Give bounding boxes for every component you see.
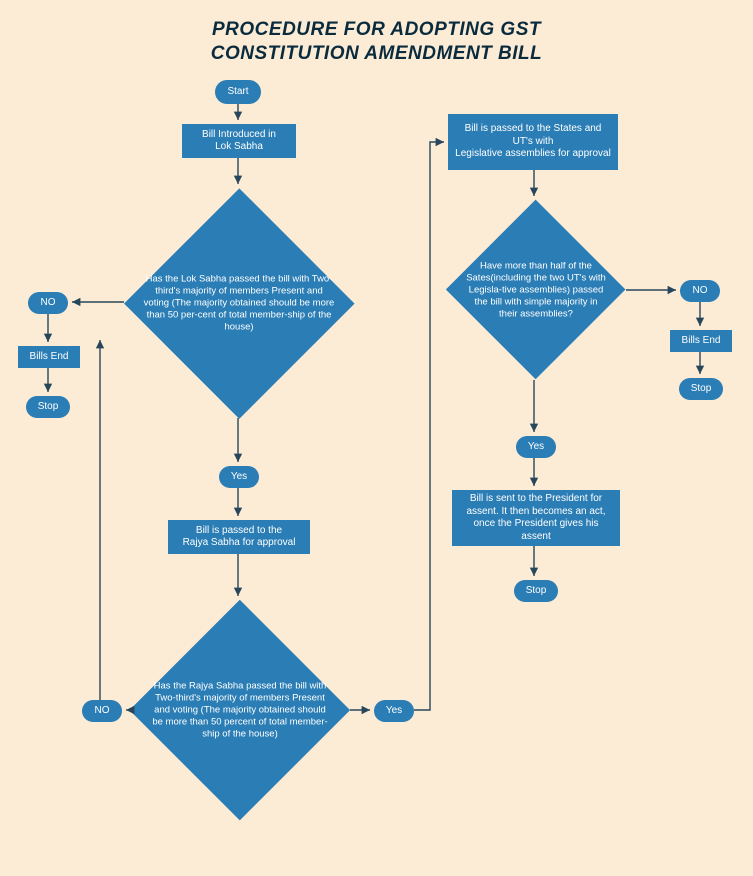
node-label-no1: NO [41,297,56,310]
node-rajya: Bill is passed to the Rajya Sabha for ap… [168,520,310,554]
node-label-start: Start [227,86,248,99]
node-stop4: Stop [514,580,558,602]
node-label-end1: Bills End [30,351,69,364]
node-yes2: Yes [374,700,414,722]
node-label-end3: Bills End [682,335,721,348]
node-d1: Has the Lok Sabha passed the bill with T… [124,188,354,418]
node-label-d1: Has the Lok Sabha passed the bill with T… [124,273,354,332]
node-label-yes1: Yes [231,471,247,484]
node-no3: NO [680,280,720,302]
node-label-states: Bill is passed to the States and UT's wi… [454,123,612,161]
node-d2: Has the Rajya Sabha passed the bill with… [130,600,350,820]
node-president: Bill is sent to the President for assent… [452,490,620,546]
node-yes1: Yes [219,466,259,488]
node-no1: NO [28,292,68,314]
node-no2: NO [82,700,122,722]
node-d3: Have more than half of the Sates(includi… [446,200,626,380]
node-label-intro: Bill Introduced in Lok Sabha [202,129,276,154]
node-label-stop3: Stop [691,383,712,396]
node-states: Bill is passed to the States and UT's wi… [448,114,618,170]
node-label-no3: NO [693,285,708,298]
node-start: Start [215,80,261,104]
node-label-president: Bill is sent to the President for assent… [458,493,614,543]
node-stop3: Stop [679,378,723,400]
node-end3: Bills End [670,330,732,352]
node-label-stop1: Stop [38,401,59,414]
node-label-d2: Has the Rajya Sabha passed the bill with… [130,680,350,739]
node-label-rajya: Bill is passed to the Rajya Sabha for ap… [183,525,296,550]
flowchart-canvas: Start Bill Introduced in Lok Sabha Has the… [0,0,753,876]
node-yes3: Yes [516,436,556,458]
node-label-stop4: Stop [526,585,547,598]
node-intro: Bill Introduced in Lok Sabha [182,124,296,158]
node-stop1: Stop [26,396,70,418]
node-label-no2: NO [95,705,110,718]
node-label-d3: Have more than half of the Sates(includi… [446,260,626,319]
node-label-yes2: Yes [386,705,402,718]
node-label-yes3: Yes [528,441,544,454]
node-end1: Bills End [18,346,80,368]
